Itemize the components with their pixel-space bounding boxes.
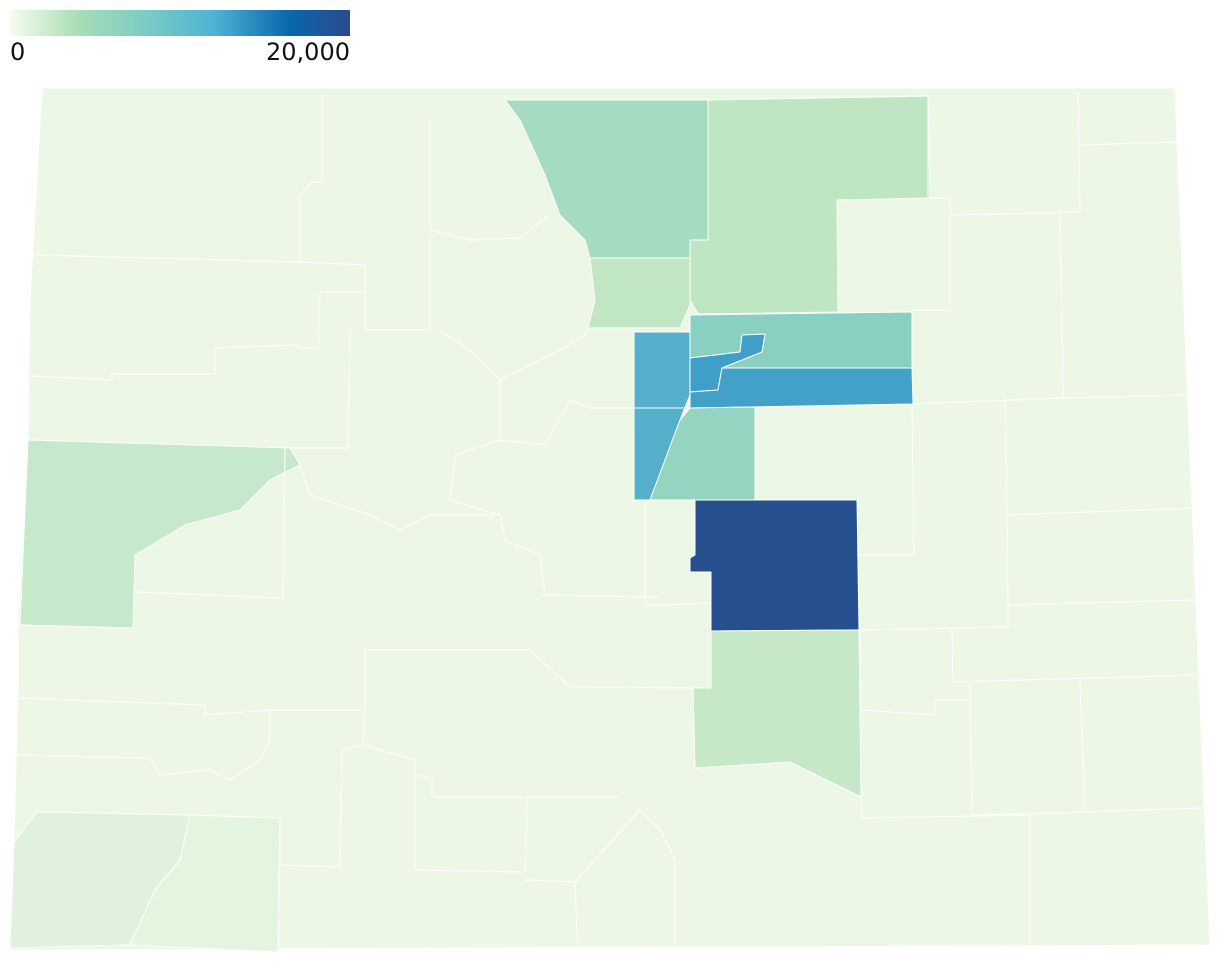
county-borders bbox=[17, 91, 1204, 956]
county-region-front-range-5 bbox=[689, 367, 914, 409]
county-region-front-range-6 bbox=[649, 406, 756, 501]
county-region-north-central-2 bbox=[689, 95, 931, 315]
legend-gradient-bar bbox=[10, 10, 350, 36]
legend-max-label: 20,000 bbox=[266, 38, 350, 66]
county-region-front-range-1 bbox=[587, 257, 691, 329]
legend-min-label: 0 bbox=[10, 38, 26, 66]
state-outline bbox=[9, 87, 1211, 951]
color-legend: 0 20,000 bbox=[10, 10, 350, 66]
county-region-front-range-7 bbox=[689, 499, 860, 632]
county-region-south-central-1 bbox=[692, 629, 862, 798]
